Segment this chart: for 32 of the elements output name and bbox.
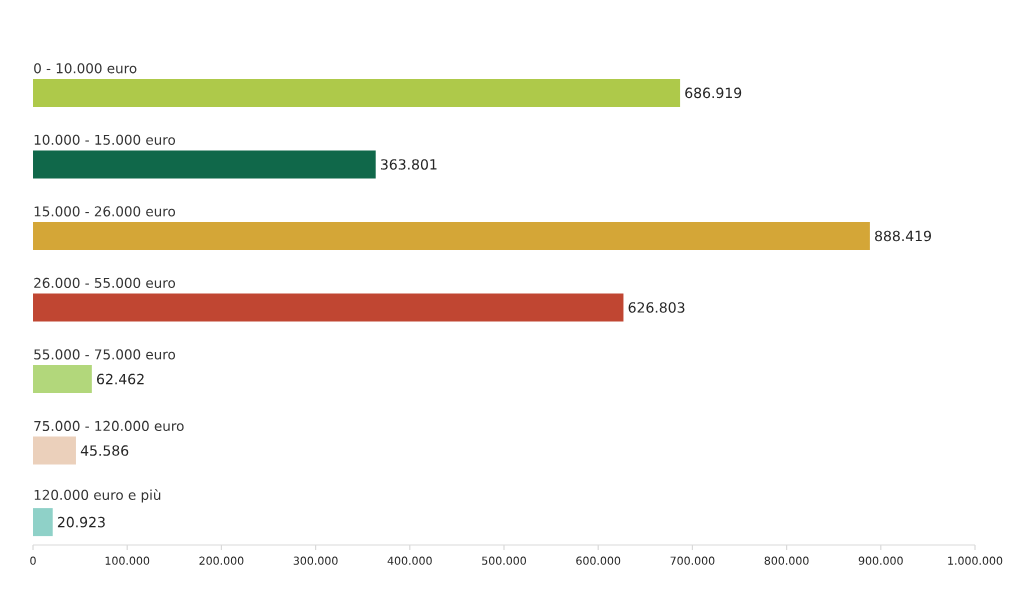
bar <box>33 293 624 322</box>
data-label: 45.586 <box>80 445 129 456</box>
data-label: 363.801 <box>380 159 437 170</box>
y-tick-label: 55.000 - 75.000 euro <box>34 349 176 360</box>
bar <box>33 508 53 537</box>
x-tick-label: 500.000 <box>482 556 526 565</box>
data-label: 888.419 <box>875 230 931 242</box>
data-label: 20.923 <box>57 516 105 528</box>
y-tick-label: 0 - 10.000 euro <box>34 63 137 74</box>
y-tick-label: 10.000 - 15.000 euro <box>34 134 176 145</box>
bar <box>33 436 76 465</box>
x-tick-label: 200.000 <box>199 556 244 565</box>
x-tick-label: 300.000 <box>293 556 338 565</box>
x-tick-label: 800.000 <box>764 556 809 565</box>
y-tick-label: 75.000 - 120.000 euro <box>34 420 184 432</box>
x-tick-label: 0 <box>30 556 36 565</box>
x-tick-label: 1.000.000 <box>948 556 1003 565</box>
y-tick-label: 15.000 - 26.000 euro <box>34 206 176 217</box>
data-label: 626.803 <box>628 302 685 313</box>
data-label: 686.919 <box>685 87 742 99</box>
y-tick-label: 120.000 euro e più <box>34 488 161 503</box>
bar <box>33 221 870 250</box>
data-label: 62.462 <box>97 373 144 385</box>
y-tick-label: 26.000 - 55.000 euro <box>34 277 176 288</box>
x-tick-label: 400.000 <box>387 556 432 565</box>
bar <box>33 78 681 107</box>
x-tick-label: 600.000 <box>576 556 621 565</box>
x-tick-label: 900.000 <box>858 556 903 565</box>
bar <box>33 365 92 394</box>
x-tick-label: 700.000 <box>670 556 715 565</box>
x-tick-label: 100.000 <box>105 556 150 565</box>
bar <box>33 150 376 179</box>
